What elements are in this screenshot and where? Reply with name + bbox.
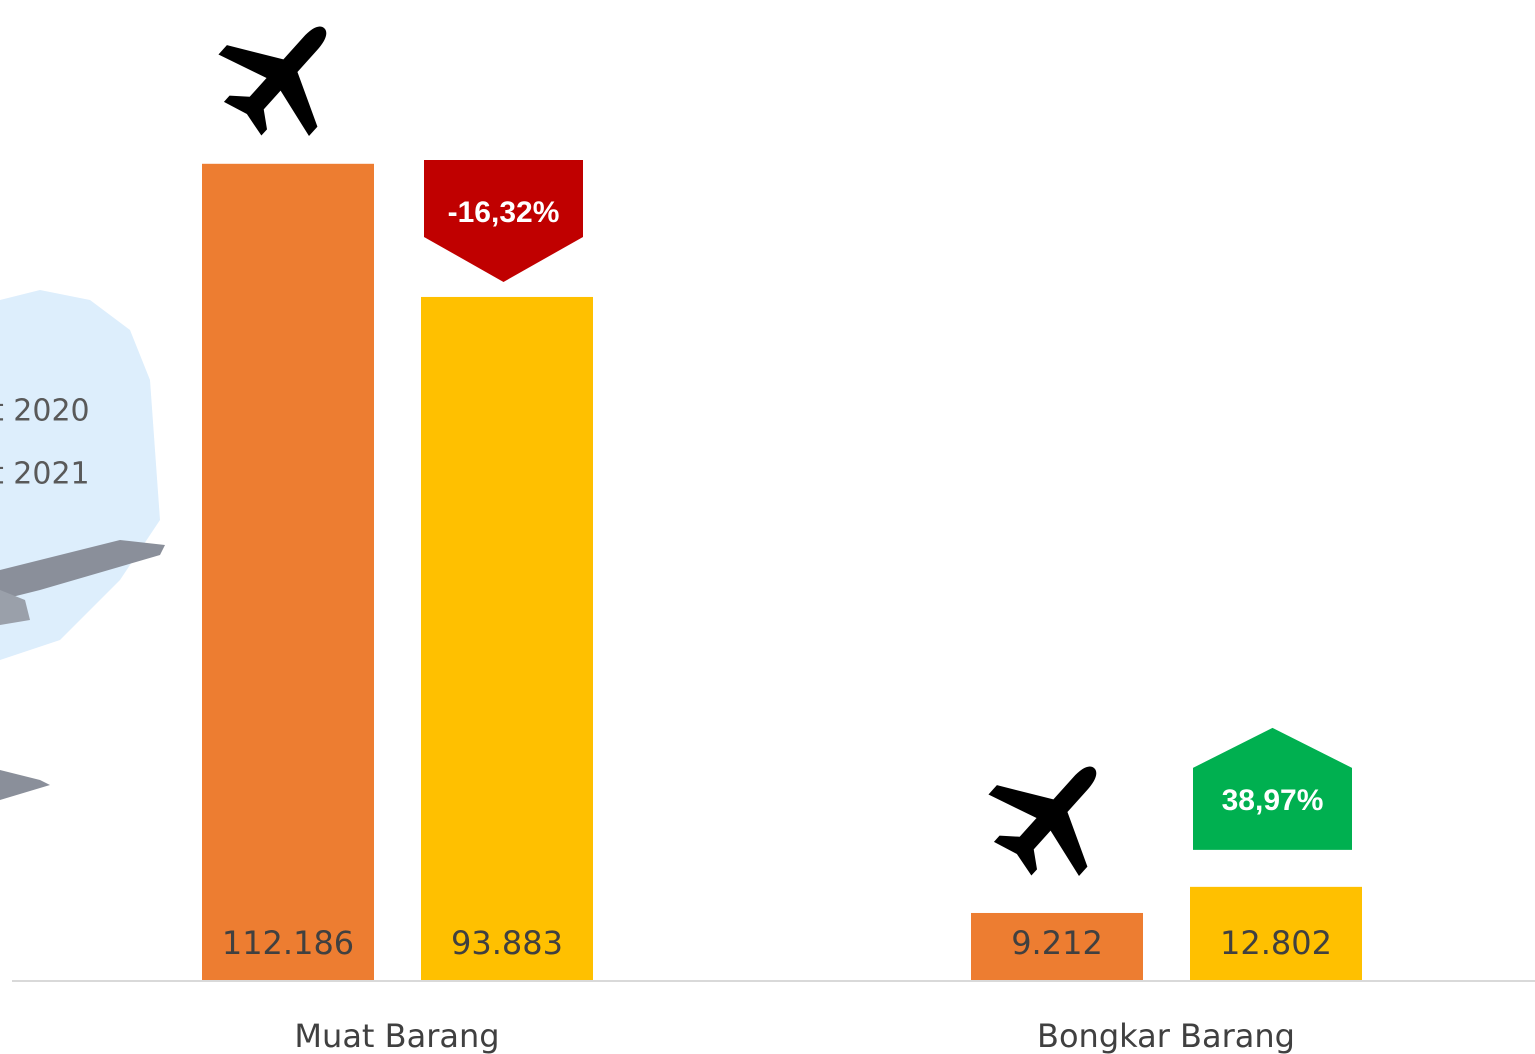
change-label: -16,32% [448,196,560,229]
background-decoration [0,290,165,800]
bar [421,296,593,981]
bar [202,163,374,981]
value-label: 9.212 [1011,924,1103,962]
change-badge [424,159,583,282]
x-tick-label: Bongkar Barang [1037,1017,1295,1054]
change-label: 38,97% [1222,784,1324,817]
legend-label: t 2021 [0,457,90,492]
change-badge [1193,727,1352,850]
x-tick-label: Muat Barang [294,1017,499,1054]
legend-label: t 2020 [0,394,90,429]
plane-icon [197,0,370,160]
bar [971,912,1143,980]
plane-icon [967,727,1140,900]
value-label: 12.802 [1220,924,1332,962]
value-label: 112.186 [222,924,354,962]
value-label: 93.883 [451,924,563,962]
bar [1190,886,1362,980]
